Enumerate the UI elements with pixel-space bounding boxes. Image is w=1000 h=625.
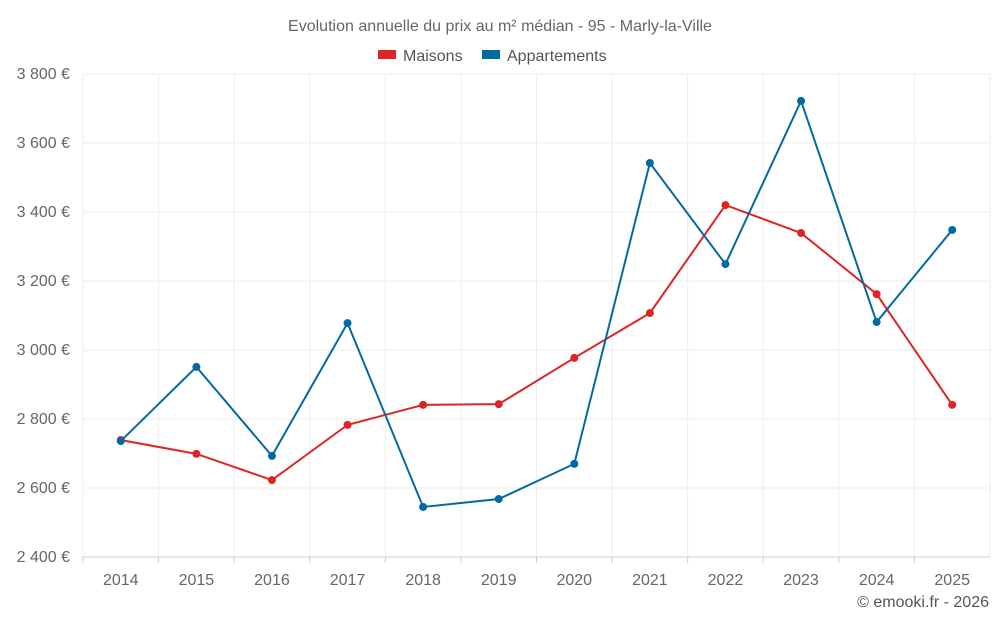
x-tick-label: 2023 <box>783 572 819 589</box>
series-line-maisons <box>120 203 954 482</box>
x-tick-label: 2020 <box>556 572 592 589</box>
y-tick-label: 2 400 € <box>17 549 70 566</box>
data-point-appartements <box>948 225 957 234</box>
data-point-maisons <box>721 201 730 210</box>
y-tick-label: 3 400 € <box>17 204 70 221</box>
chart-title: Evolution annuelle du prix au m² médian … <box>288 18 712 35</box>
legend-swatch-maisons <box>378 50 396 59</box>
data-point-maisons <box>192 449 201 458</box>
x-tick-label: 2021 <box>632 572 668 589</box>
data-point-appartements <box>645 159 654 168</box>
x-tick-label: 2019 <box>481 572 517 589</box>
y-tick-label: 3 200 € <box>17 273 70 290</box>
data-point-maisons <box>872 290 881 299</box>
data-point-appartements <box>192 362 201 371</box>
x-tick-label: 2024 <box>859 572 895 589</box>
data-point-maisons <box>797 229 806 238</box>
legend-label-appartements: Appartements <box>507 48 607 65</box>
data-point-maisons <box>343 420 352 429</box>
y-tick-label: 2 600 € <box>17 480 70 497</box>
data-point-maisons <box>494 400 503 409</box>
data-point-appartements <box>494 495 503 504</box>
x-tick-label: 2025 <box>934 572 970 589</box>
data-point-appartements <box>872 318 881 327</box>
y-tick-label: 3 800 € <box>17 66 70 83</box>
x-tick-label: 2014 <box>103 572 139 589</box>
y-tick-label: 2 800 € <box>17 411 70 428</box>
data-point-maisons <box>948 400 957 409</box>
y-tick-label: 3 000 € <box>17 342 70 359</box>
data-point-appartements <box>343 319 352 328</box>
data-point-appartements <box>721 260 730 269</box>
data-point-appartements <box>570 459 579 468</box>
x-tick-label: 2017 <box>330 572 366 589</box>
data-point-appartements <box>797 96 806 105</box>
x-tick-label: 2015 <box>179 572 215 589</box>
data-point-maisons <box>419 400 428 409</box>
x-tick-label: 2022 <box>708 572 744 589</box>
credit: © emooki.fr - 2026 <box>857 594 989 611</box>
data-point-maisons <box>570 353 579 362</box>
data-point-maisons <box>267 476 276 485</box>
legend-label-maisons: Maisons <box>403 48 463 65</box>
x-tick-label: 2018 <box>405 572 441 589</box>
data-point-maisons <box>645 309 654 318</box>
legend-swatch-appartements <box>482 50 500 59</box>
series-line-appartements <box>120 98 953 509</box>
x-tick-label: 2016 <box>254 572 290 589</box>
data-point-appartements <box>419 502 428 511</box>
y-tick-label: 3 600 € <box>17 135 70 152</box>
data-point-appartements <box>267 451 276 460</box>
data-point-appartements <box>116 437 125 446</box>
